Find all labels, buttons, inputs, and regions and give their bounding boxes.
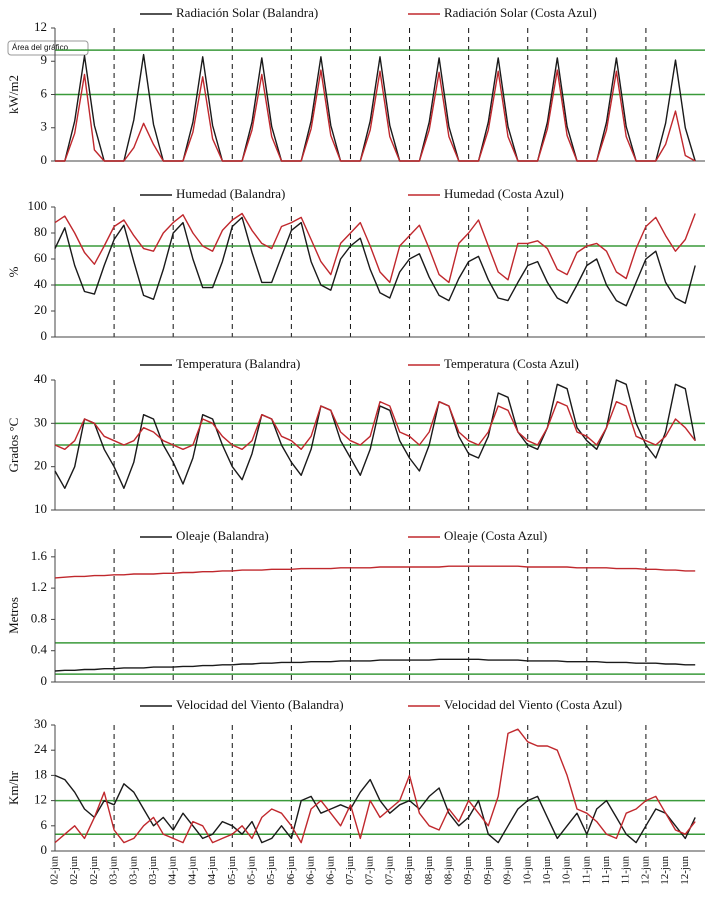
x-tick-label: 10-jun: [521, 856, 533, 885]
y-tick-label: 0: [41, 152, 48, 167]
legend-label: Radiación Solar (Costa Azul): [444, 5, 597, 20]
x-tick-label: 09-jun: [462, 856, 474, 885]
y-axis-label: %: [6, 266, 21, 277]
series-line: [54, 212, 696, 284]
y-tick-label: 30: [34, 716, 47, 731]
x-tick-label: 05-jun: [246, 856, 258, 885]
series-line: [54, 565, 696, 579]
y-tick-label: 24: [34, 741, 48, 756]
y-tick-label: 100: [28, 198, 48, 213]
x-tick-label: 10-jun: [561, 856, 573, 885]
y-axis-label: Grados °C: [6, 418, 21, 473]
y-tick-label: 20: [34, 458, 47, 473]
tooltip-box: [7, 40, 89, 56]
x-tick-label: 12-jun: [679, 856, 691, 885]
legend-label: Radiación Solar (Balandra): [176, 5, 318, 20]
y-tick-label: 1.6: [31, 548, 48, 563]
y-tick-label: 40: [34, 371, 47, 386]
x-tick-label: 07-jun: [344, 856, 356, 885]
series-line: [54, 401, 696, 450]
x-tick-label: 02-jun: [88, 856, 100, 885]
y-tick-label: 20: [34, 302, 47, 317]
y-tick-label: 12: [34, 19, 47, 34]
y-tick-label: 0: [41, 673, 48, 688]
y-tick-label: 40: [34, 276, 47, 291]
x-tick-label: 03-jun: [127, 856, 139, 885]
legend-label: Humedad (Balandra): [176, 186, 285, 201]
series-line: [54, 216, 696, 307]
legend-label: Oleaje (Costa Azul): [444, 528, 547, 543]
x-tick-label: 05-jun: [226, 856, 238, 885]
tooltip: Área del gráfico: [12, 43, 69, 52]
x-tick-label: 06-jun: [285, 856, 297, 885]
x-tick-label: 06-jun: [305, 856, 317, 885]
x-tick-label: 03-jun: [147, 856, 159, 885]
x-tick-label: 03-jun: [108, 856, 120, 885]
y-tick-label: 60: [34, 250, 47, 265]
legend-label: Oleaje (Balandra): [176, 528, 269, 543]
x-tick-label: 08-jun: [423, 856, 435, 885]
y-axis-label: kW/m2: [6, 75, 21, 114]
y-tick-label: 0.4: [31, 642, 48, 657]
x-tick-label: 11-jun: [600, 856, 612, 885]
x-tick-label: 08-jun: [403, 856, 415, 885]
x-tick-label: 12-jun: [659, 856, 671, 885]
y-tick-label: 12: [34, 792, 47, 807]
y-tick-label: 10: [34, 501, 47, 516]
x-tick-label: 09-jun: [502, 856, 514, 885]
y-axis-label: Km/hr: [6, 770, 21, 805]
x-tick-label: 04-jun: [206, 856, 218, 885]
x-tick-label: 02-jun: [68, 856, 80, 885]
x-tick-label: 04-jun: [186, 856, 198, 885]
y-axis-label: Metros: [6, 597, 21, 634]
x-tick-label: 07-jun: [383, 856, 395, 885]
y-tick-label: 18: [34, 766, 47, 781]
series-line: [54, 728, 696, 844]
y-tick-label: 6: [41, 817, 48, 832]
x-tick-label: 02-jun: [49, 856, 61, 885]
legend-label: Temperatura (Costa Azul): [444, 356, 579, 371]
y-tick-label: 80: [34, 224, 47, 239]
x-tick-label: 06-jun: [324, 856, 336, 885]
legend-label: Velocidad del Viento (Costa Azul): [444, 697, 622, 712]
series-line: [55, 69, 696, 162]
y-tick-label: 0: [41, 328, 48, 343]
y-tick-label: 0: [41, 842, 48, 857]
x-tick-label: 08-jun: [442, 856, 454, 885]
series-line: [55, 53, 696, 162]
x-tick-label: 09-jun: [482, 856, 494, 885]
x-tick-label: 12-jun: [639, 856, 651, 885]
y-tick-label: 1.2: [31, 579, 47, 594]
legend-label: Velocidad del Viento (Balandra): [176, 697, 344, 712]
x-tick-label: 05-jun: [265, 856, 277, 885]
x-tick-label: 04-jun: [167, 856, 179, 885]
series-line: [54, 379, 696, 489]
x-tick-label: 10-jun: [541, 856, 553, 885]
x-tick-label: 07-jun: [364, 856, 376, 885]
y-tick-label: 3: [41, 119, 48, 134]
y-tick-label: 6: [41, 85, 48, 100]
y-tick-label: 9: [41, 52, 48, 67]
y-tick-label: 30: [34, 414, 47, 429]
series-line: [54, 774, 696, 844]
series-line: [54, 658, 696, 672]
y-tick-label: 0.8: [31, 610, 47, 625]
x-tick-label: 11-jun: [620, 856, 632, 885]
legend-label: Humedad (Costa Azul): [444, 186, 564, 201]
x-tick-label: 11-jun: [580, 856, 592, 885]
legend-label: Temperatura (Balandra): [176, 356, 300, 371]
